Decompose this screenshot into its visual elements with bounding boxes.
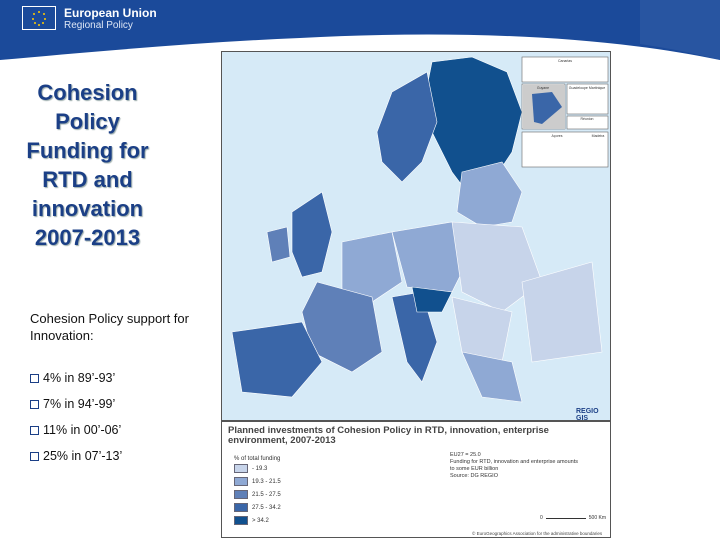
legend-swatch: [234, 464, 248, 473]
brand-name: European Union: [64, 6, 157, 20]
checkbox-bullet-icon: [30, 374, 39, 383]
inset-label-acores: Açores: [552, 134, 563, 138]
legend-swatch: [234, 516, 248, 525]
inset-label-guadeloupe: Guadeloupe Martinique: [569, 86, 605, 90]
map-title: Planned investments of Cohesion Policy i…: [228, 425, 549, 446]
legend-label: - 19.3: [252, 465, 268, 472]
legend-swatch: [234, 490, 248, 499]
scale-start: 0: [540, 515, 543, 521]
map-notes: EU27 = 25.0 Funding for RTD, innovation …: [450, 452, 578, 480]
eu-flag-logo: [22, 6, 56, 30]
legend-item: 27.5 - 34.2: [234, 503, 281, 512]
bullet-text: 11% in 00’-06’: [43, 423, 122, 437]
inset-label-madeira: Madeira: [592, 134, 605, 138]
legend-label: 27.5 - 34.2: [252, 504, 281, 511]
legend-item: - 19.3: [234, 464, 267, 473]
inset-label-guyane: Guyane: [537, 86, 549, 90]
legend-label: 19.3 - 21.5: [252, 478, 281, 485]
legend-label: > 34.2: [252, 517, 269, 524]
scale-end: 500 Km: [588, 515, 607, 521]
checkbox-bullet-icon: [30, 400, 39, 409]
bullet-item: 25% in 07’-13’: [30, 449, 122, 475]
bullet-item: 7% in 94’-99’: [30, 397, 122, 423]
note-line: Source: DG REGIO: [450, 473, 498, 479]
checkbox-bullet-icon: [30, 452, 39, 461]
bullet-text: 7% in 94’-99’: [43, 397, 116, 411]
bullet-item: 4% in 89’-93’: [30, 371, 122, 397]
legend-title: % of total funding: [234, 456, 281, 462]
bullet-list: 4% in 89’-93’ 7% in 94’-99’ 11% in 00’-0…: [30, 371, 122, 475]
header-background: [0, 0, 720, 60]
legend-item: 21.5 - 27.5: [234, 490, 281, 499]
copyright: © EuroGeographics Association for the ad…: [472, 531, 603, 536]
inset-label-canarias: Canarias: [558, 59, 572, 63]
bullet-text: 25% in 07’-13’: [43, 449, 123, 463]
europe-map: Canarias Guyane Guadeloupe Martinique Ré…: [221, 51, 611, 421]
slide-title: Cohesion Policy Funding for RTD and inno…: [26, 80, 149, 250]
note-line: Funding for RTD, innovation and enterpri…: [450, 459, 578, 465]
legend-item: > 34.2: [234, 516, 269, 525]
scale-bar: 0 500 Km: [540, 515, 606, 521]
bullet-text: 4% in 89’-93’: [43, 371, 116, 385]
legend-swatch: [234, 477, 248, 486]
bullet-item: 11% in 00’-06’: [30, 423, 122, 449]
note-line: to some EUR billion: [450, 466, 499, 472]
header-banner: European Union Regional Policy: [0, 0, 720, 60]
regio-gis-logo: REGIO GIS: [576, 408, 599, 421]
brand-subtitle: Regional Policy: [64, 20, 133, 31]
map-legend: Planned investments of Cohesion Policy i…: [221, 421, 611, 538]
checkbox-bullet-icon: [30, 426, 39, 435]
map-regions: Canarias Guyane Guadeloupe Martinique Ré…: [231, 56, 609, 403]
legend-swatch: [234, 503, 248, 512]
note-line: EU27 = 25.0: [450, 452, 481, 458]
support-text: Cohesion Policy support for Innovation:: [30, 311, 189, 343]
legend-label: 21.5 - 27.5: [252, 491, 281, 498]
inset-label-reunion: Réunion: [580, 117, 593, 121]
legend-item: 19.3 - 21.5: [234, 477, 281, 486]
